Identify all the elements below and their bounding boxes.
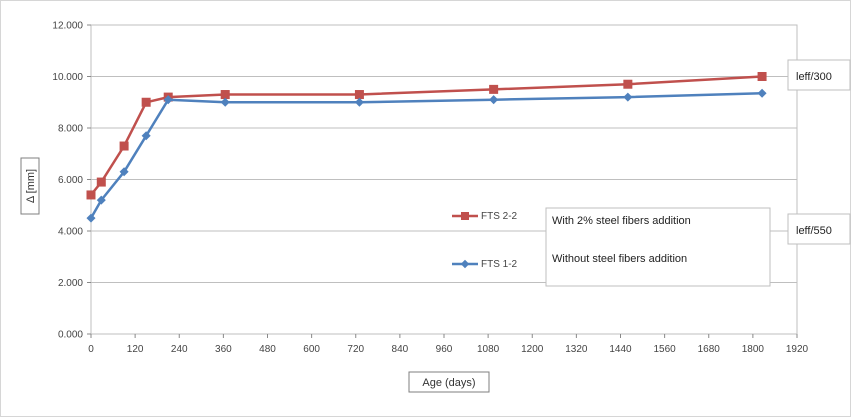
limit-550-box (787, 213, 851, 245)
series-0-point-0 (86, 190, 96, 200)
series-0-point-8 (623, 79, 633, 89)
x-tick-label-12: 1440 (609, 344, 632, 355)
y-tick-label-0: 0.000 (58, 330, 83, 341)
series-0-point-1 (96, 177, 106, 187)
y-tick-label-1: 2.000 (58, 278, 83, 289)
x-tick-label-7: 840 (392, 344, 409, 355)
x-tick-label-3: 360 (215, 344, 232, 355)
x-tick-label-14: 1680 (698, 344, 721, 355)
series-1-point-6 (354, 97, 364, 107)
y-tick-labels: 0.000 2.000 4.000 6.000 8.000 10.000 12.000 (52, 21, 83, 341)
legend-marker-fts22 (461, 212, 469, 220)
x-tick-label-15: 1800 (742, 344, 765, 355)
series-line-1 (89, 91, 763, 219)
x-tick-label-10: 1200 (521, 344, 544, 355)
series-0-point-3 (141, 97, 151, 107)
series-description-box (545, 207, 771, 287)
legend-marker-fts12 (460, 259, 470, 269)
description-fts22: With 2% steel fibers addition (552, 215, 691, 227)
series-layer (86, 72, 767, 223)
x-tick-label-13: 1560 (654, 344, 677, 355)
series-1-point-0 (86, 213, 96, 223)
x-axis-label-box (408, 371, 490, 393)
y-axis-label-box (20, 157, 40, 215)
description-fts12: Without steel fibers addition (552, 253, 687, 265)
series-0-point-6 (354, 90, 364, 100)
series-0-point-2 (119, 141, 129, 151)
x-tick-label-2: 240 (171, 344, 188, 355)
y-axis-label: Δ [mm] (25, 169, 37, 203)
legend-label-fts22: FTS 2-2 (481, 211, 518, 222)
y-tick-label-5: 10.000 (52, 72, 83, 83)
x-tick-label-1: 120 (127, 344, 144, 355)
legend: FTS 2-2 FTS 1-2 (452, 211, 518, 270)
y-tick-label-6: 12.000 (52, 21, 83, 32)
y-tick-label-4: 8.000 (58, 124, 83, 135)
series-line-0 (90, 75, 763, 196)
legend-label-fts12: FTS 1-2 (481, 259, 518, 270)
limit-300-box (787, 59, 851, 91)
x-tick-label-11: 1320 (565, 344, 588, 355)
x-tick-label-8: 960 (436, 344, 453, 355)
y-tick-label-2: 4.000 (58, 227, 83, 238)
x-tick-label-4: 480 (259, 344, 276, 355)
x-tick-label-0: 0 (88, 344, 94, 355)
x-tick-labels: 0 120 240 360 480 600 720 840 960 1080 1200 1320 144… (88, 344, 808, 355)
x-tick-label-16: 1920 (786, 344, 809, 355)
x-tick-label-6: 720 (347, 344, 364, 355)
series-1-point-9 (757, 88, 767, 98)
limit-550-label: leff/550 (796, 225, 832, 237)
y-tick-label-3: 6.000 (58, 175, 83, 186)
x-axis-label: Age (days) (422, 377, 475, 389)
series-1-point-4 (163, 95, 173, 105)
limit-300-label: leff/300 (796, 71, 832, 83)
series-1-point-5 (220, 97, 230, 107)
x-tick-label-5: 600 (303, 344, 320, 355)
series-0-point-9 (757, 72, 767, 81)
series-0-point-7 (489, 84, 499, 94)
series-0-point-5 (220, 90, 230, 100)
x-tick-label-9: 1080 (477, 344, 500, 355)
series-1-point-2 (119, 167, 129, 177)
